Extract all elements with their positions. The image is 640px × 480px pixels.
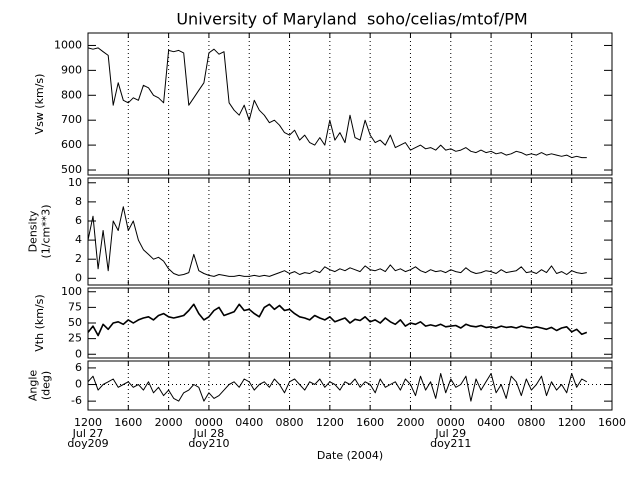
y-tick-label: 0 [75, 347, 82, 360]
x-tick-label: 0800 [517, 416, 545, 429]
y-tick-label: 1000 [54, 38, 82, 51]
y-tick-label: 700 [61, 113, 82, 126]
y-tick-label: 2 [75, 252, 82, 265]
y-tick-label: 10 [68, 176, 82, 189]
doy-label: doy209 [67, 437, 108, 450]
panel-frame [87, 360, 613, 411]
y-tick-label: 8 [75, 195, 82, 208]
panel-frame [87, 287, 613, 359]
date-label: Jul 27 [72, 427, 104, 440]
y-tick-label: 50 [68, 316, 82, 329]
x-tick-label: 0400 [235, 416, 263, 429]
y-tick-label: 100 [61, 285, 82, 298]
data-line [87, 373, 588, 402]
x-tick-label: 1200 [74, 416, 102, 429]
y-tick-label: -6 [71, 394, 82, 407]
y-tick-label: 900 [61, 63, 82, 76]
x-tick-label: 0000 [437, 416, 465, 429]
y-tick-label: 500 [61, 163, 82, 176]
x-axis-label: Date (2004) [317, 449, 383, 462]
y-tick-label: 75 [68, 300, 82, 313]
x-tick-label: 1200 [316, 416, 344, 429]
x-tick-label: 0800 [276, 416, 304, 429]
x-tick-label: 1200 [558, 416, 586, 429]
date-label: Jul 29 [434, 427, 466, 440]
y-tick-label: 6 [75, 361, 82, 374]
x-tick-label: 2000 [396, 416, 424, 429]
chart-title: University of Maryland soho/celias/mtof/… [176, 10, 527, 29]
data-line [87, 47, 587, 159]
y-tick-label: 0 [75, 271, 82, 284]
y-axis-label: (deg) [40, 371, 53, 400]
x-tick-label: 1600 [114, 416, 142, 429]
doy-label: doy211 [430, 437, 471, 450]
y-axis-label: (1/cm**3) [40, 204, 53, 258]
y-axis-label: Density [27, 210, 40, 252]
data-line [87, 206, 587, 277]
x-tick-label: 0000 [195, 416, 223, 429]
y-tick-label: 600 [61, 138, 82, 151]
y-tick-label: 6 [75, 214, 82, 227]
date-label: Jul 28 [193, 427, 225, 440]
y-tick-label: 25 [68, 332, 82, 345]
panel-frame [87, 177, 613, 286]
x-tick-label: 0400 [477, 416, 505, 429]
x-tick-label: 1600 [356, 416, 384, 429]
x-tick-label: 1600 [598, 416, 626, 429]
y-axis-label: Vth (km/s) [33, 294, 46, 351]
data-line [87, 303, 588, 337]
doy-label: doy210 [188, 437, 229, 450]
panel-frame [87, 32, 613, 176]
y-tick-label: 0 [75, 378, 82, 391]
x-tick-label: 2000 [155, 416, 183, 429]
y-tick-label: 4 [75, 233, 82, 246]
y-axis-label: Angle [27, 370, 40, 402]
y-axis-label: Vsw (km/s) [33, 74, 46, 135]
y-tick-label: 800 [61, 88, 82, 101]
